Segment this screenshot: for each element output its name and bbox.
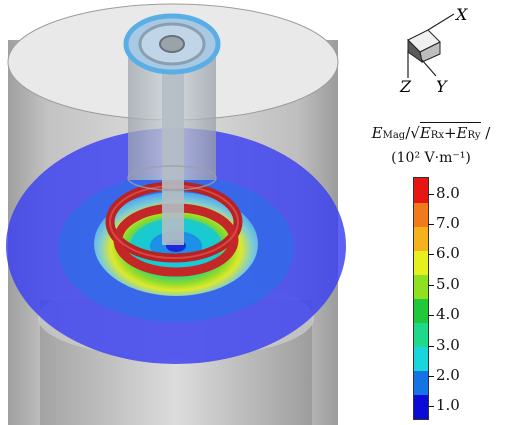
legend-title-symbol: E: [371, 124, 383, 142]
colorbar-segment: [414, 322, 428, 348]
colorbar-segment: [414, 370, 428, 396]
legend-title-sub: Mag: [382, 130, 406, 141]
y-axis-label: Y: [436, 77, 448, 96]
z-axis-label: Z: [399, 77, 412, 96]
colorbar-tick-label: 3.0: [436, 335, 460, 354]
colorbar-segment: [414, 250, 428, 275]
legend-title-e1: E: [419, 124, 431, 142]
triad-box: [407, 29, 441, 64]
colorbar-tick-label: 5.0: [436, 274, 460, 293]
axes-triad: X Y Z: [399, 5, 468, 96]
colorbar-tick: [428, 315, 434, 317]
colorbar-tick: [428, 284, 434, 286]
colorbar-tick-label: 8.0: [436, 183, 460, 202]
colorbar-tick: [428, 254, 434, 256]
legend-title-root: ERx+ERy: [419, 122, 481, 142]
colorbar-segment: [414, 346, 428, 372]
colorbar-tick-label: 4.0: [436, 305, 460, 324]
colorbar-tick-label: 6.0: [436, 244, 460, 263]
colorbar-tick-label: 2.0: [436, 365, 460, 384]
colorbar-tick-label: 1.0: [436, 396, 460, 415]
central-tube: [123, 13, 221, 245]
legend-title-e2-sub: Ry: [467, 130, 481, 141]
legend-units: (10² V·m⁻¹): [391, 150, 471, 166]
legend-title-end: /: [480, 124, 491, 142]
colorbar-tick: [428, 224, 434, 226]
colorbar-tick: [428, 375, 434, 377]
colorbar-tick-label: 7.0: [436, 214, 460, 233]
legend-title-plus: +: [443, 124, 457, 142]
legend-title-e1-sub: Rx: [430, 130, 444, 141]
colorbar-segment: [414, 178, 428, 203]
colorbar-tick: [428, 406, 434, 408]
colorbar-segment: [414, 274, 428, 299]
colorbar-tick: [428, 345, 434, 347]
legend-title: EMag/√ERx+ERy /: [340, 122, 520, 142]
x-axis-line: [427, 13, 455, 31]
colorbar-segment: [414, 226, 428, 251]
colorbar-segment: [414, 202, 428, 227]
legend-title-e2: E: [456, 124, 468, 142]
colorbar-tick: [428, 193, 434, 195]
y-axis-line: [421, 59, 437, 77]
colorbar-segment: [414, 298, 428, 324]
colorbar-segment: [414, 394, 428, 420]
legend-title-mid: /√: [405, 124, 420, 142]
colorbar: [413, 177, 429, 420]
x-axis-label: X: [454, 5, 468, 24]
